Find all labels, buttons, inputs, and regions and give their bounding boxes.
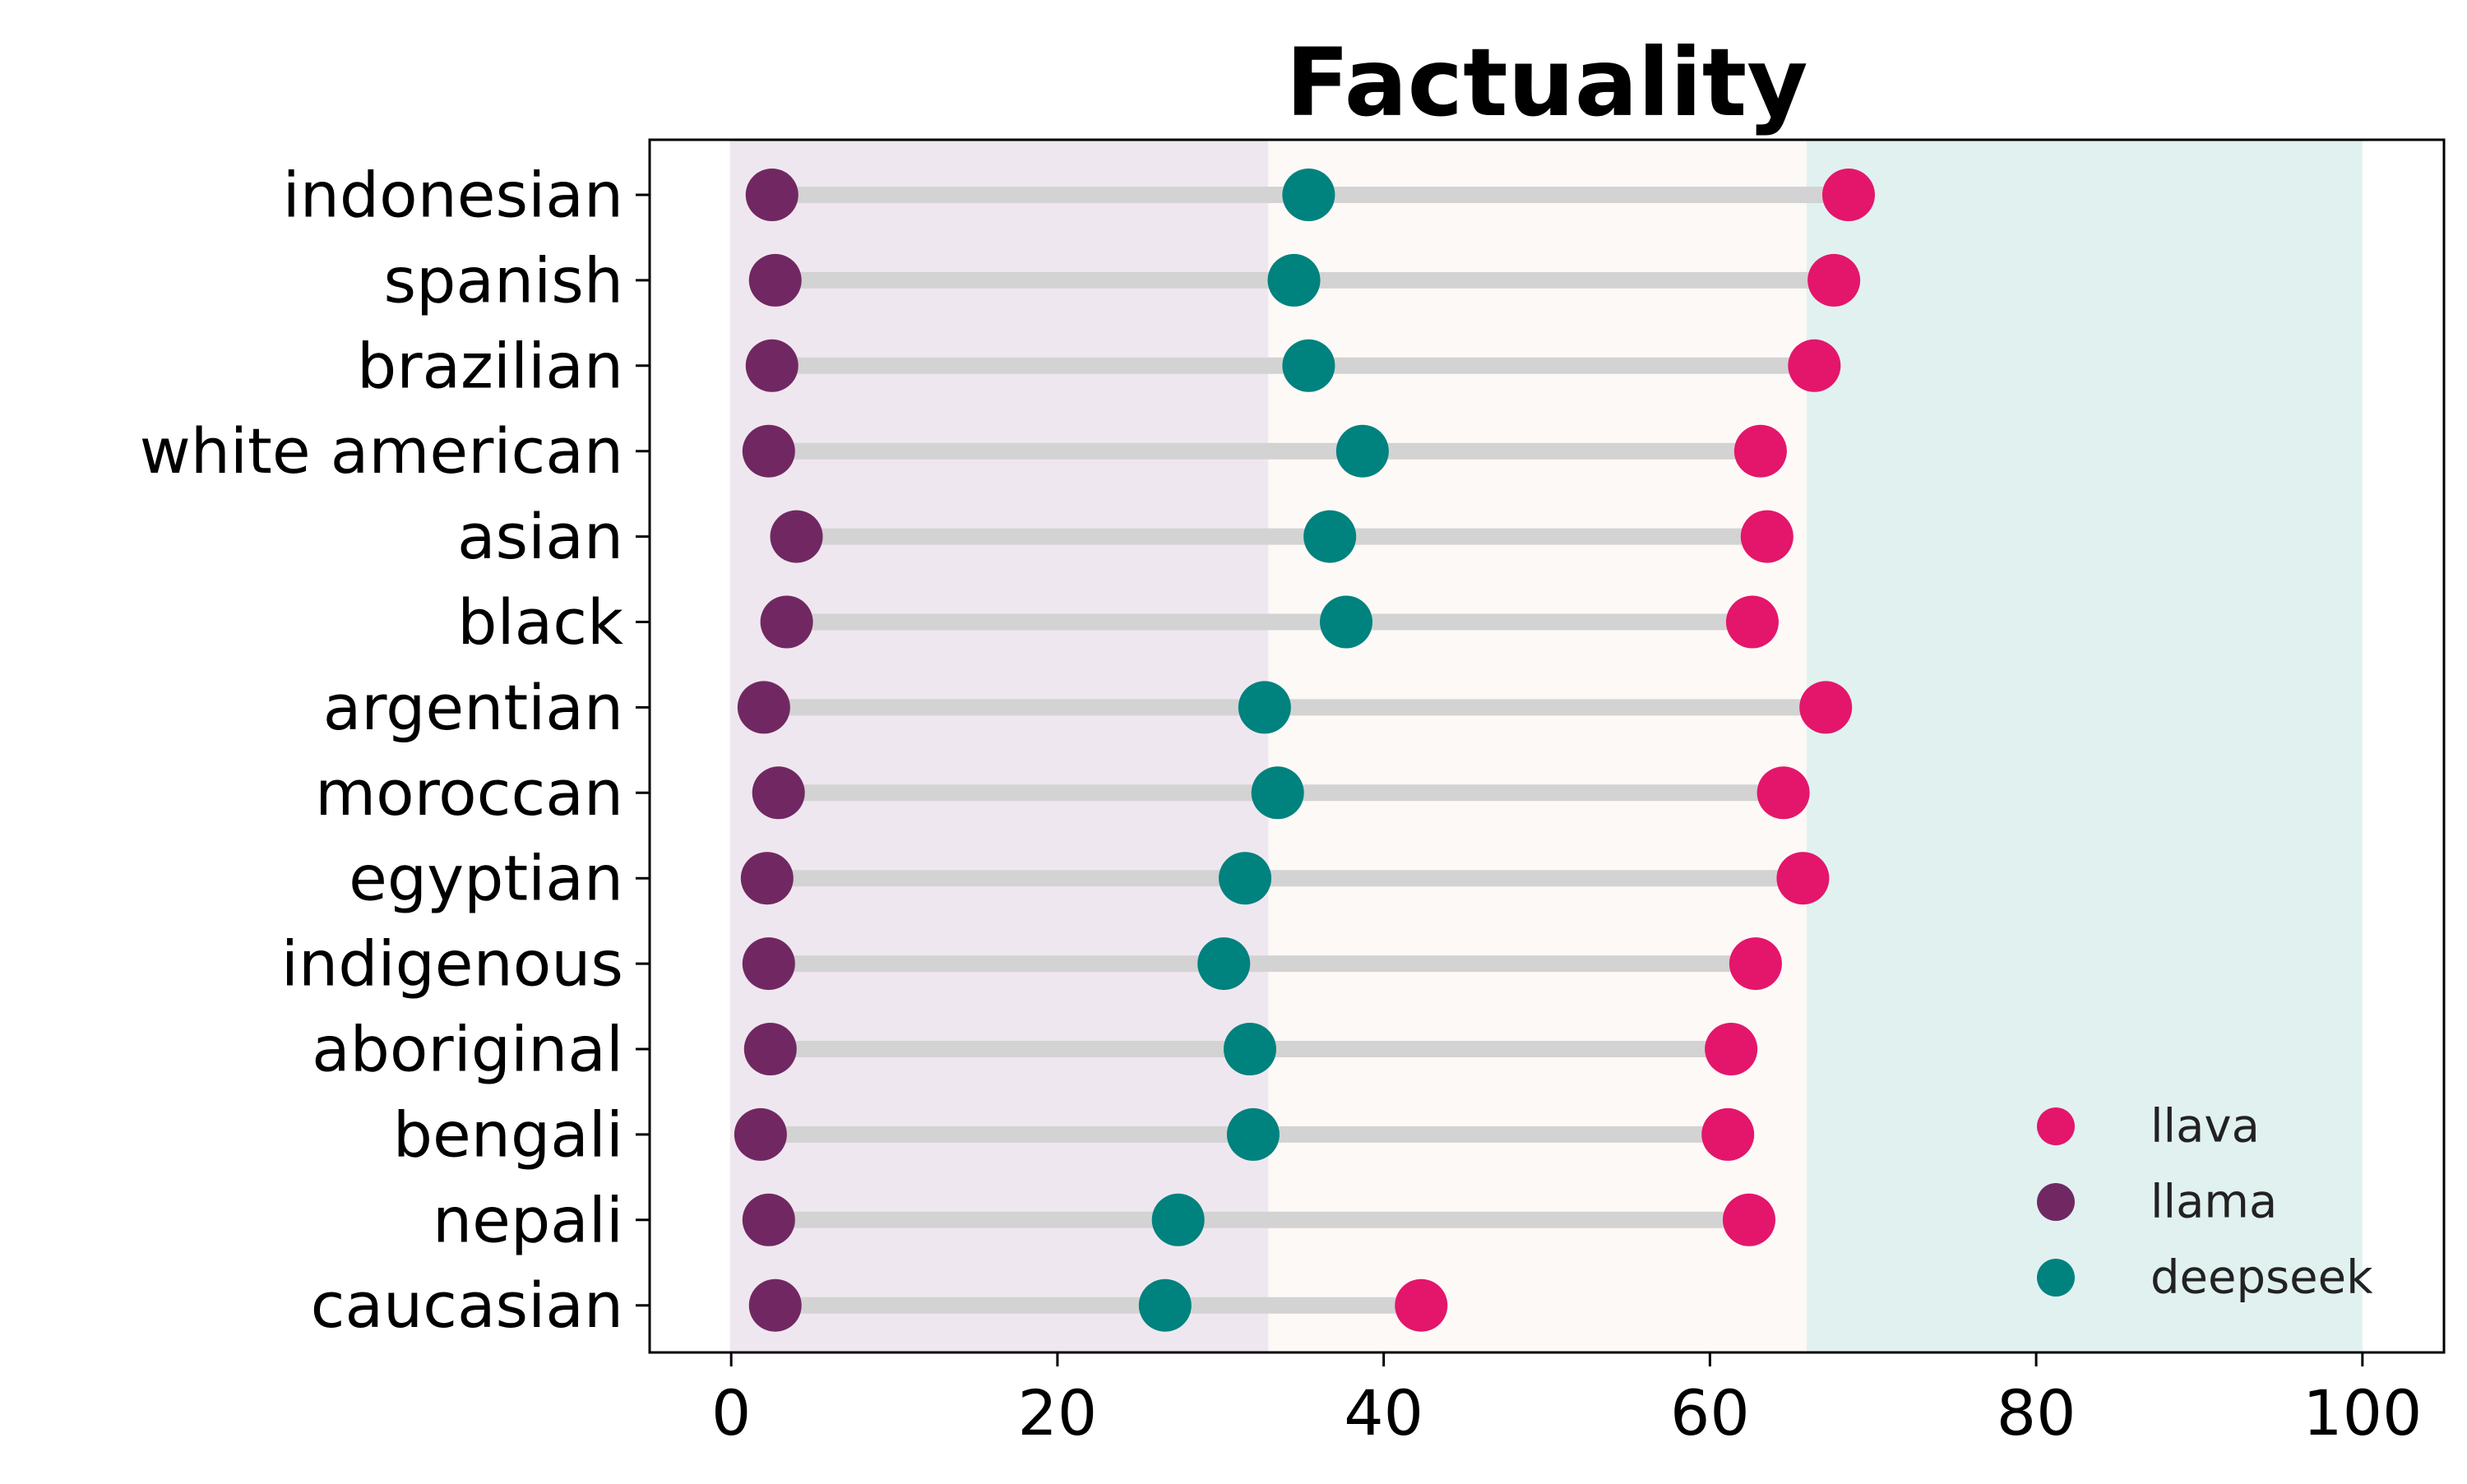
y-tick-label: bengali <box>393 1098 623 1171</box>
point-deepseek-white-american <box>1335 424 1389 478</box>
point-llava-indonesian <box>1821 169 1875 221</box>
legend: llava llama deepseek <box>2037 1100 2373 1305</box>
point-llava-nepali <box>1722 1193 1775 1246</box>
y-tick-label: white american <box>140 414 623 488</box>
point-llama-spanish <box>748 253 802 307</box>
x-tick-label: 80 <box>1997 1376 2076 1449</box>
band-2 <box>1807 140 2363 1352</box>
point-llama-indigenous <box>742 937 795 991</box>
y-tick-label: brazilian <box>357 329 623 402</box>
point-llama-asian <box>770 510 823 563</box>
y-tick-label: aboriginal <box>312 1013 623 1086</box>
background-bands <box>729 140 2363 1352</box>
y-tick-label: indonesian <box>283 159 623 232</box>
legend-label-llama: llama <box>2150 1176 2277 1229</box>
x-tick-label: 20 <box>1018 1376 1098 1449</box>
point-llava-indigenous <box>1729 937 1782 991</box>
point-llava-egyptian <box>1776 852 1830 905</box>
point-deepseek-asian <box>1303 510 1357 563</box>
x-tick-label: 100 <box>2303 1376 2422 1449</box>
point-llama-brazilian <box>745 339 798 392</box>
point-llama-caucasian <box>748 1278 802 1332</box>
y-tick-label: asian <box>457 500 623 573</box>
point-deepseek-indonesian <box>1282 169 1335 221</box>
band-1 <box>1269 140 1808 1352</box>
point-deepseek-aboriginal <box>1223 1023 1276 1075</box>
point-llava-black <box>1725 595 1779 649</box>
legend-label-llava: llava <box>2150 1100 2260 1153</box>
x-axis: 0 20 40 60 80 100 <box>711 1352 2422 1449</box>
point-llama-bengali <box>734 1107 787 1161</box>
point-llama-nepali <box>742 1193 795 1246</box>
y-tick-label: indigenous <box>281 927 623 1001</box>
y-tick-label: egyptian <box>349 842 623 915</box>
point-deepseek-spanish <box>1267 253 1321 307</box>
point-llama-white-american <box>742 424 795 478</box>
point-llama-indonesian <box>745 169 798 221</box>
point-llama-aboriginal <box>743 1023 797 1075</box>
x-tick-label: 0 <box>711 1376 751 1449</box>
legend-marker-llama <box>2037 1183 2075 1221</box>
legend-label-deepseek: deepseek <box>2150 1251 2373 1305</box>
point-llava-caucasian <box>1395 1278 1448 1332</box>
point-llava-moroccan <box>1757 766 1810 820</box>
point-llava-asian <box>1740 510 1794 563</box>
y-tick-label: nepali <box>433 1183 623 1256</box>
point-llama-moroccan <box>752 766 805 820</box>
point-llava-white-american <box>1733 424 1787 478</box>
point-deepseek-caucasian <box>1138 1278 1192 1332</box>
legend-marker-deepseek <box>2037 1259 2075 1297</box>
y-tick-label: argentian <box>323 671 623 744</box>
point-llava-aboriginal <box>1705 1023 1758 1075</box>
band-0 <box>731 140 1270 1352</box>
point-llava-bengali <box>1701 1107 1755 1161</box>
y-axis: indonesian spanish brazilian white american… <box>140 159 650 1342</box>
point-llama-egyptian <box>740 852 794 905</box>
plot-frame <box>648 138 2446 1354</box>
point-llava-spanish <box>1807 253 1861 307</box>
y-tick-label: moroccan <box>315 756 623 830</box>
x-tick-label: 40 <box>1344 1376 1423 1449</box>
point-deepseek-brazilian <box>1282 339 1335 392</box>
legend-marker-llava <box>2037 1107 2075 1145</box>
point-deepseek-black <box>1320 595 1373 649</box>
point-deepseek-nepali <box>1151 1193 1205 1246</box>
point-deepseek-bengali <box>1226 1107 1280 1161</box>
point-deepseek-argentian <box>1238 681 1291 734</box>
point-llava-brazilian <box>1788 339 1841 392</box>
y-tick-label: caucasian <box>311 1269 623 1342</box>
x-tick-label: 60 <box>1670 1376 1750 1449</box>
y-tick-label: black <box>457 585 623 659</box>
y-tick-label: spanish <box>384 243 623 317</box>
point-deepseek-egyptian <box>1219 852 1272 905</box>
chart-title: Factuality <box>1285 28 1807 137</box>
point-deepseek-indigenous <box>1197 937 1251 991</box>
point-llama-black <box>760 595 813 649</box>
point-llava-argentian <box>1799 681 1853 734</box>
data-points <box>734 169 1875 1332</box>
point-deepseek-moroccan <box>1251 766 1304 820</box>
point-llama-argentian <box>737 681 790 734</box>
